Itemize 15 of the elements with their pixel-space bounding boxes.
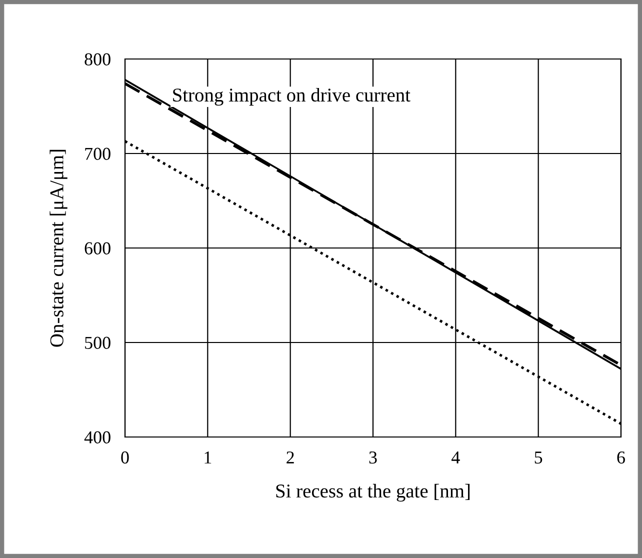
x-tick-label: 6 (617, 451, 625, 464)
y-tick-label: 700 (85, 148, 110, 160)
y-tick-label: 500 (85, 336, 110, 349)
y-axis-title: On-state current [μA/μm] (50, 150, 68, 347)
x-tick-label: 3 (369, 451, 377, 464)
x-tick-label: 0 (121, 451, 129, 464)
y-tick-label: 800 (84, 53, 110, 66)
x-tick-label: 2 (286, 451, 294, 464)
x-tick-label: 1 (204, 452, 212, 464)
annotation: Strong impact on drive current (173, 88, 410, 106)
x-tick-label: 4 (452, 452, 460, 464)
y-tick-label: 400 (84, 431, 110, 444)
y-tick-label: 600 (84, 242, 110, 254)
x-axis-title: Si recess at the gate [nm] (276, 484, 470, 502)
x-tick-label: 5 (534, 452, 542, 464)
